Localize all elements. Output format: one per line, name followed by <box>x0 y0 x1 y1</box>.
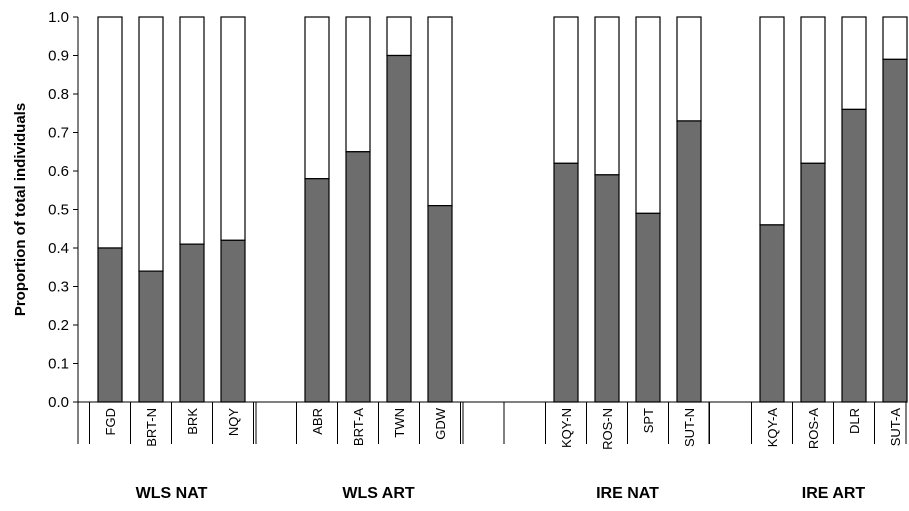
bar-remainder-twn <box>386 16 412 57</box>
bar-remainder-fgd <box>97 16 123 249</box>
bar-remainder-dlr <box>841 16 867 111</box>
group-label: IRE ART <box>802 485 866 502</box>
y-tick-label: 0.5 <box>48 202 69 219</box>
group-label: IRE NAT <box>596 485 659 502</box>
category-label: NQY <box>226 408 241 437</box>
category-label: BRT-A <box>351 408 366 446</box>
bar-brt-n <box>138 270 164 403</box>
category-label: ROS-N <box>600 408 615 450</box>
bar-kqy-a <box>759 224 785 403</box>
y-tick-label: 0.6 <box>48 163 69 180</box>
bar-remainder-brk <box>179 16 205 245</box>
y-tick-label: 1.0 <box>48 9 69 26</box>
y-tick-label: 0.3 <box>48 279 69 296</box>
category-label: SUT-A <box>888 408 903 447</box>
bar-abr <box>304 178 330 403</box>
bar-remainder-gdw <box>427 16 453 207</box>
bar-remainder-abr <box>304 16 330 180</box>
y-tick-label: 0.2 <box>48 317 69 334</box>
category-label: BRK <box>185 408 200 435</box>
y-tick-label: 0.4 <box>48 240 69 257</box>
bar-kqy-n <box>553 162 579 403</box>
bar-remainder-sut-n <box>676 16 702 122</box>
category-label: KQY-A <box>765 408 780 448</box>
category-label: BRT-N <box>144 408 159 447</box>
bar-remainder-ros-a <box>800 16 826 164</box>
bar-brt-a <box>345 151 371 403</box>
category-label: KQY-N <box>559 408 574 448</box>
bar-dlr <box>841 108 867 403</box>
bar-fgd <box>97 247 123 403</box>
category-label: SUT-N <box>682 408 697 447</box>
bar-remainder-kqy-n <box>553 16 579 164</box>
bar-remainder-nqy <box>220 16 246 241</box>
bar-sut-n <box>676 120 702 403</box>
bar-ros-n <box>594 174 620 403</box>
bar-brk <box>179 243 205 403</box>
category-label: DLR <box>847 408 862 434</box>
group-label: WLS ART <box>342 485 415 502</box>
category-label: ABR <box>310 408 325 435</box>
category-label: SPT <box>641 408 656 433</box>
bar-remainder-kqy-a <box>759 16 785 226</box>
bar-remainder-spt <box>635 16 661 214</box>
bar-spt <box>635 212 661 403</box>
y-tick-label: 0.1 <box>48 356 69 373</box>
y-tick-label: 0.7 <box>48 125 69 142</box>
bar-sut-a <box>882 58 908 403</box>
bar-gdw <box>427 205 453 403</box>
bar-remainder-sut-a <box>882 16 908 60</box>
bar-ros-a <box>800 162 826 403</box>
bar-remainder-brt-n <box>138 16 164 272</box>
category-label: TWN <box>392 408 407 438</box>
group-label: WLS NAT <box>136 485 208 502</box>
bar-twn <box>386 54 412 403</box>
category-label: GDW <box>433 407 448 440</box>
category-label: ROS-A <box>806 408 821 450</box>
y-tick-label: 0.9 <box>48 48 69 65</box>
bar-remainder-ros-n <box>594 16 620 176</box>
labels: 0.0 0.1 0.2 0.3 0.4 0.5 0.6 0.7 0.8 0.9 1.0 FGD BRT-… <box>48 9 903 502</box>
y-axis-title: Proportion of total individuals <box>12 103 29 316</box>
bar-nqy <box>220 239 246 403</box>
bar-remainder-brt-a <box>345 16 371 153</box>
category-label: FGD <box>103 408 118 435</box>
y-tick-label: 0.8 <box>48 86 69 103</box>
bars <box>97 16 908 403</box>
y-tick-label: 0.0 <box>48 394 69 411</box>
